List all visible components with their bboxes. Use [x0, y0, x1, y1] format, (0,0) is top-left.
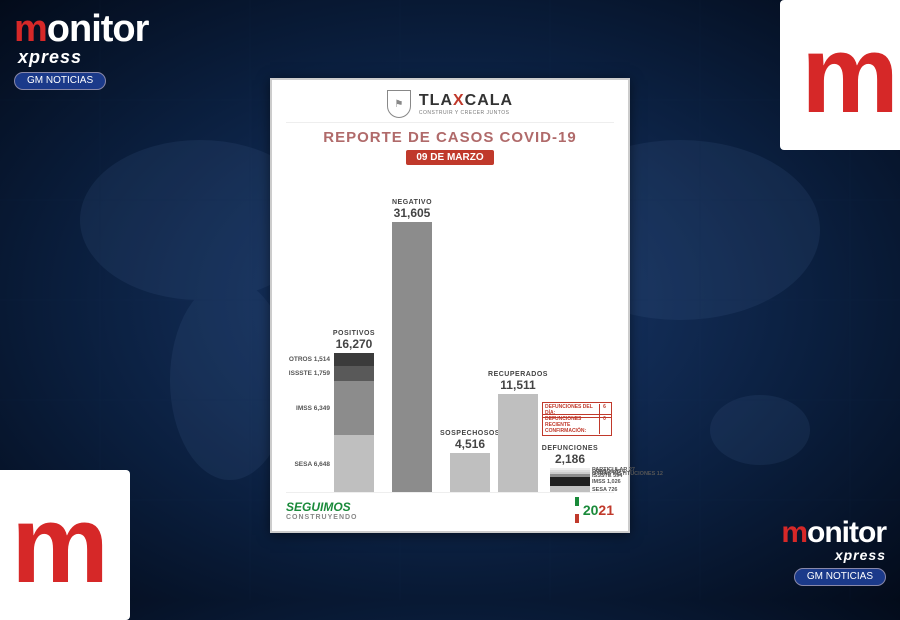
logo-m: m	[14, 8, 47, 50]
segment-label: IMSS 1,026	[592, 479, 672, 485]
big-m-top-right: m	[780, 0, 900, 150]
bar-recuperados	[498, 394, 538, 492]
bar-segment	[392, 222, 432, 492]
segment-label: PARTICULAR 27	[592, 467, 672, 473]
brand-logo-bottom-right: monitor xpress GM NOTICIAS	[781, 518, 886, 586]
bar-segment	[334, 381, 374, 435]
bar-label-negativo: NEGATIVO31,605	[382, 199, 442, 220]
card-footer: SEGUIMOS CONSTRUYENDO 2021	[286, 492, 614, 523]
bar-segment	[498, 394, 538, 492]
bar-label-recuperados: RECUPERADOS11,511	[488, 371, 548, 392]
covid-bar-chart: POSITIVOS16,270SESA 6,648IMSS 6,349ISSST…	[286, 171, 614, 492]
bar-positivos	[334, 353, 374, 492]
report-date: 09 DE MARZO	[406, 150, 493, 165]
defunciones-box: DEFUNCIONES RECIENTE CONFIRMACIÓN:0	[542, 414, 612, 436]
state-tagline: CONSTRUIR Y CRECER JUNTOS	[419, 110, 513, 116]
state-brand: TLAXCALA	[419, 92, 513, 110]
bar-defunciones	[550, 468, 590, 492]
bar-negativo	[392, 222, 432, 492]
bar-label-sospechosos: SOSPECHOSOS4,516	[440, 430, 500, 451]
segment-label: ISSSTE 1,759	[280, 370, 330, 377]
bar-segment	[334, 353, 374, 366]
year-badge: 2021	[583, 502, 614, 518]
big-m-bottom-left: m	[0, 470, 130, 620]
logo-rest: onitor	[47, 8, 149, 50]
bar-segment	[334, 435, 374, 492]
bar-sospechosos	[450, 453, 490, 492]
segment-label: SESA 726	[592, 487, 672, 493]
segment-label: IMSS 6,349	[280, 405, 330, 412]
bar-segment	[450, 453, 490, 492]
covid-report-card: ⚑ TLAXCALA CONSTRUIR Y CRECER JUNTOS REP…	[270, 78, 630, 533]
bar-segment	[550, 477, 590, 486]
segment-label: SESA 6,648	[280, 461, 330, 468]
bar-segment	[550, 486, 590, 492]
gm-noticias-badge: GM NOTICIAS	[14, 72, 106, 90]
segment-label: OTROS 1,514	[280, 356, 330, 363]
coat-of-arms-icon: ⚑	[387, 90, 411, 118]
mexico-flag-stripe	[575, 497, 579, 523]
footer-slogan: SEGUIMOS CONSTRUYENDO	[286, 500, 358, 521]
bar-label-positivos: POSITIVOS16,270	[324, 330, 384, 351]
logo-sub: xpress	[18, 48, 82, 66]
bar-segment	[334, 366, 374, 381]
brand-logo-top-left: monitor xpress GM NOTICIAS	[14, 10, 148, 90]
report-title: REPORTE DE CASOS COVID-19	[286, 129, 614, 146]
card-header: ⚑ TLAXCALA CONSTRUIR Y CRECER JUNTOS	[286, 90, 614, 123]
bar-label-defunciones: DEFUNCIONES2,186	[540, 445, 600, 466]
